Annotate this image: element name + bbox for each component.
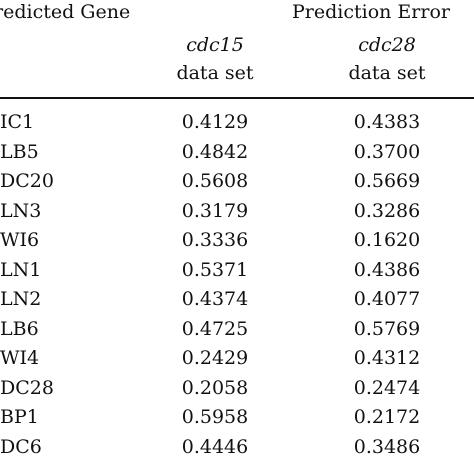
cdc15-error-cell: 0.4725 bbox=[181, 317, 249, 340]
table-row: LB5 0.4842 0.3700 bbox=[0, 138, 474, 168]
cdc15-error-cell: 0.2058 bbox=[181, 376, 249, 399]
header-cdc15-name: cdc15 bbox=[155, 34, 275, 56]
table-row: DC28 0.2058 0.2474 bbox=[0, 374, 474, 404]
table-row: BP1 0.5958 0.2172 bbox=[0, 403, 474, 433]
cdc15-error-cell: 0.3336 bbox=[181, 229, 249, 251]
cdc28-error-cell: 0.2172 bbox=[353, 406, 421, 428]
cdc28-error-cell: 0.3700 bbox=[353, 140, 421, 163]
cdc15-error-cell: 0.4842 bbox=[181, 140, 249, 163]
cdc15-label: cdc15 bbox=[186, 34, 244, 56]
cdc28-error-cell: 0.3486 bbox=[353, 435, 421, 458]
cdc28-error-cell: 0.3286 bbox=[353, 199, 421, 222]
header-predicted-gene: redicted Gene bbox=[0, 1, 131, 23]
cdc15-error-cell: 0.2429 bbox=[181, 347, 249, 369]
cdc15-error-cell: 0.4446 bbox=[181, 435, 249, 458]
table-row: WI4 0.2429 0.4312 bbox=[0, 344, 474, 374]
gene-cell: DC6 bbox=[0, 435, 42, 458]
gene-cell: IC1 bbox=[0, 111, 35, 133]
cdc15-error-cell: 0.4129 bbox=[181, 111, 249, 133]
cdc28-error-cell: 0.5669 bbox=[353, 170, 421, 192]
header-prediction-error: Prediction Error bbox=[292, 1, 450, 23]
gene-cell: LN2 bbox=[0, 288, 42, 310]
cdc15-error-cell: 0.5608 bbox=[181, 170, 249, 192]
table-row: LN2 0.4374 0.4077 bbox=[0, 285, 474, 315]
gene-cell: WI4 bbox=[0, 347, 40, 369]
cdc15-error-cell: 0.3179 bbox=[181, 199, 249, 222]
table-row: LN3 0.3179 0.3286 bbox=[0, 197, 474, 227]
cdc28-error-cell: 0.4077 bbox=[353, 288, 421, 310]
cdc15-error-cell: 0.5371 bbox=[181, 258, 249, 281]
table-row: WI6 0.3336 0.1620 bbox=[0, 226, 474, 256]
gene-cell: LN3 bbox=[0, 199, 42, 222]
cdc28-error-cell: 0.2474 bbox=[353, 376, 421, 399]
gene-cell: DC28 bbox=[0, 376, 54, 399]
gene-cell: DC20 bbox=[0, 170, 54, 192]
table-row: LB6 0.4725 0.5769 bbox=[0, 315, 474, 345]
header-cdc28-dataset: data set bbox=[348, 62, 426, 84]
gene-cell: LB6 bbox=[0, 317, 39, 340]
cdc28-error-cell: 0.1620 bbox=[353, 229, 421, 251]
cdc15-error-cell: 0.5958 bbox=[181, 406, 249, 428]
gene-cell: LB5 bbox=[0, 140, 39, 163]
gene-cell: WI6 bbox=[0, 229, 40, 251]
cdc28-error-cell: 0.4312 bbox=[353, 347, 421, 369]
gene-cell: BP1 bbox=[0, 406, 39, 428]
cdc28-error-cell: 0.5769 bbox=[353, 317, 421, 340]
table-body: IC1 0.4129 0.4383 LB5 0.4842 0.3700 DC20 0.5608… bbox=[0, 108, 474, 462]
header-cdc15-dataset: data set bbox=[176, 62, 254, 84]
cdc28-error-cell: 0.4383 bbox=[353, 111, 421, 133]
header-cdc28-name: cdc28 bbox=[327, 34, 447, 56]
table-row: DC6 0.4446 0.3486 bbox=[0, 433, 474, 463]
cdc28-label: cdc28 bbox=[358, 34, 416, 56]
table-row: IC1 0.4129 0.4383 bbox=[0, 108, 474, 138]
gene-cell: LN1 bbox=[0, 258, 42, 281]
table-row: DC20 0.5608 0.5669 bbox=[0, 167, 474, 197]
header-rule bbox=[0, 97, 474, 99]
table-row: LN1 0.5371 0.4386 bbox=[0, 256, 474, 286]
cdc15-error-cell: 0.4374 bbox=[181, 288, 249, 310]
cdc28-error-cell: 0.4386 bbox=[353, 258, 421, 281]
